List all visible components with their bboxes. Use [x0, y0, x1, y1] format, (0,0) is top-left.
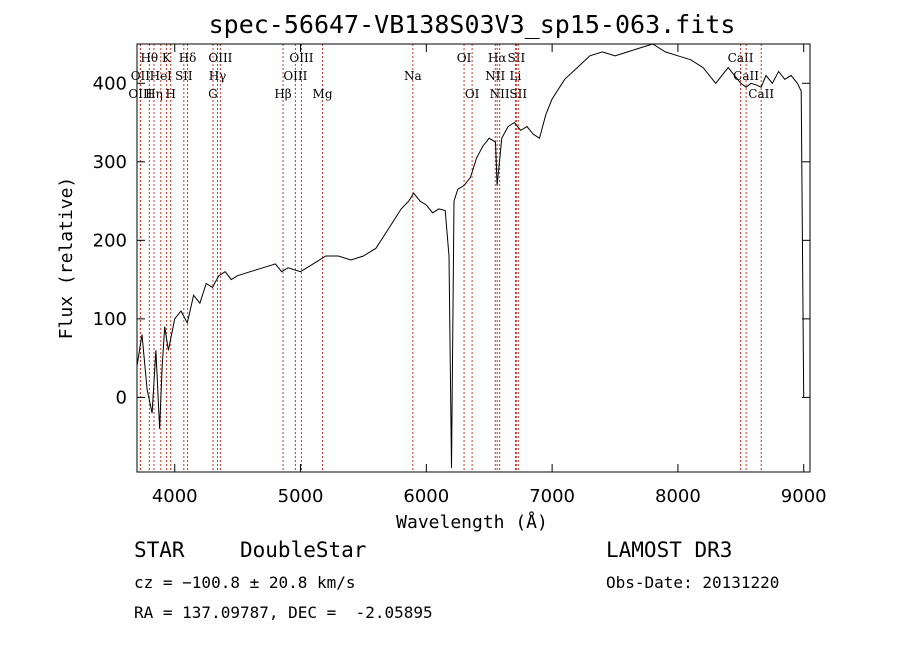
spectral-line-label-13: OIII — [283, 69, 307, 83]
spectral-line-label-19: Hη — [145, 87, 163, 101]
spectral-line-label-27: CaII — [748, 87, 774, 101]
spectral-line-label-21: G — [208, 87, 218, 101]
spectral-line-label-10: HeI — [150, 69, 173, 83]
spectral-line-label-18: OIII — [128, 87, 152, 101]
spectral-line-label-7: SII — [508, 51, 526, 65]
x-tick-label-9000: 9000 — [781, 486, 827, 507]
y-tick-label-400: 400 — [93, 73, 127, 94]
y-tick-label-200: 200 — [93, 230, 127, 251]
plot-frame — [136, 43, 811, 473]
spectral-line-label-1: K — [162, 51, 172, 65]
spectral-line-label-3: OIII — [208, 51, 232, 65]
spectral-line-label-6: Hα — [488, 51, 507, 65]
x-tick-label-5000: 5000 — [278, 486, 324, 507]
spectral-line-label-12: Hγ — [209, 69, 227, 83]
velocity-readout: cz = −100.8 ± 20.8 km/s — [134, 573, 356, 592]
object-subclass: DoubleStar — [240, 538, 367, 562]
spectral-line-label-8: CaII — [728, 51, 754, 65]
spectral-line-label-22: Hβ — [274, 87, 291, 101]
spectral-line-label-24: OI — [465, 87, 480, 101]
obs-date: Obs-Date: 20131220 — [606, 573, 780, 592]
spectral-line-label-2: Hδ — [179, 51, 197, 65]
spectral-line-label-16: Li — [509, 69, 521, 83]
y-axis-label: Flux (relative) — [56, 177, 77, 340]
spectral-line-label-25: NII — [490, 87, 510, 101]
spectral-line-label-5: OI — [457, 51, 472, 65]
x-tick-label-7000: 7000 — [529, 486, 575, 507]
spectral-line-label-26: SII — [509, 87, 527, 101]
y-tick-label-100: 100 — [93, 309, 127, 330]
spectral-line-label-0: Hθ — [140, 51, 158, 65]
y-tick-label-0: 0 — [116, 387, 127, 408]
coordinates-readout: RA = 137.09787, DEC = -2.05895 — [134, 603, 433, 622]
object-class: STAR — [134, 538, 185, 562]
x-tick-label-4000: 4000 — [152, 486, 198, 507]
x-tick-label-8000: 8000 — [655, 486, 701, 507]
spectral-line-label-17: CaII — [733, 69, 759, 83]
series-layer — [136, 43, 805, 469]
spectral-line-label-14: Na — [404, 69, 422, 83]
x-tick-label-6000: 6000 — [403, 486, 449, 507]
chart-title: spec-56647-VB138S03V3_sp15-063.fits — [209, 10, 736, 39]
spectral-line-label-20: H — [165, 87, 175, 101]
flux-series-line-0 — [136, 43, 805, 469]
spectral-line-label-11: SII — [175, 69, 193, 83]
y-tick-label-300: 300 — [93, 152, 127, 173]
x-axis-label: Wavelength (Å) — [396, 511, 548, 533]
spectral-line-label-23: Mg — [313, 87, 333, 101]
spectral-line-label-15: NII — [485, 69, 505, 83]
survey-name: LAMOST DR3 — [606, 538, 733, 562]
spectral-line-label-4: OIII — [289, 51, 313, 65]
axes-layer: 4000 5000 6000 7000 8000 9000 0 100 200 300 400 — [93, 44, 827, 507]
